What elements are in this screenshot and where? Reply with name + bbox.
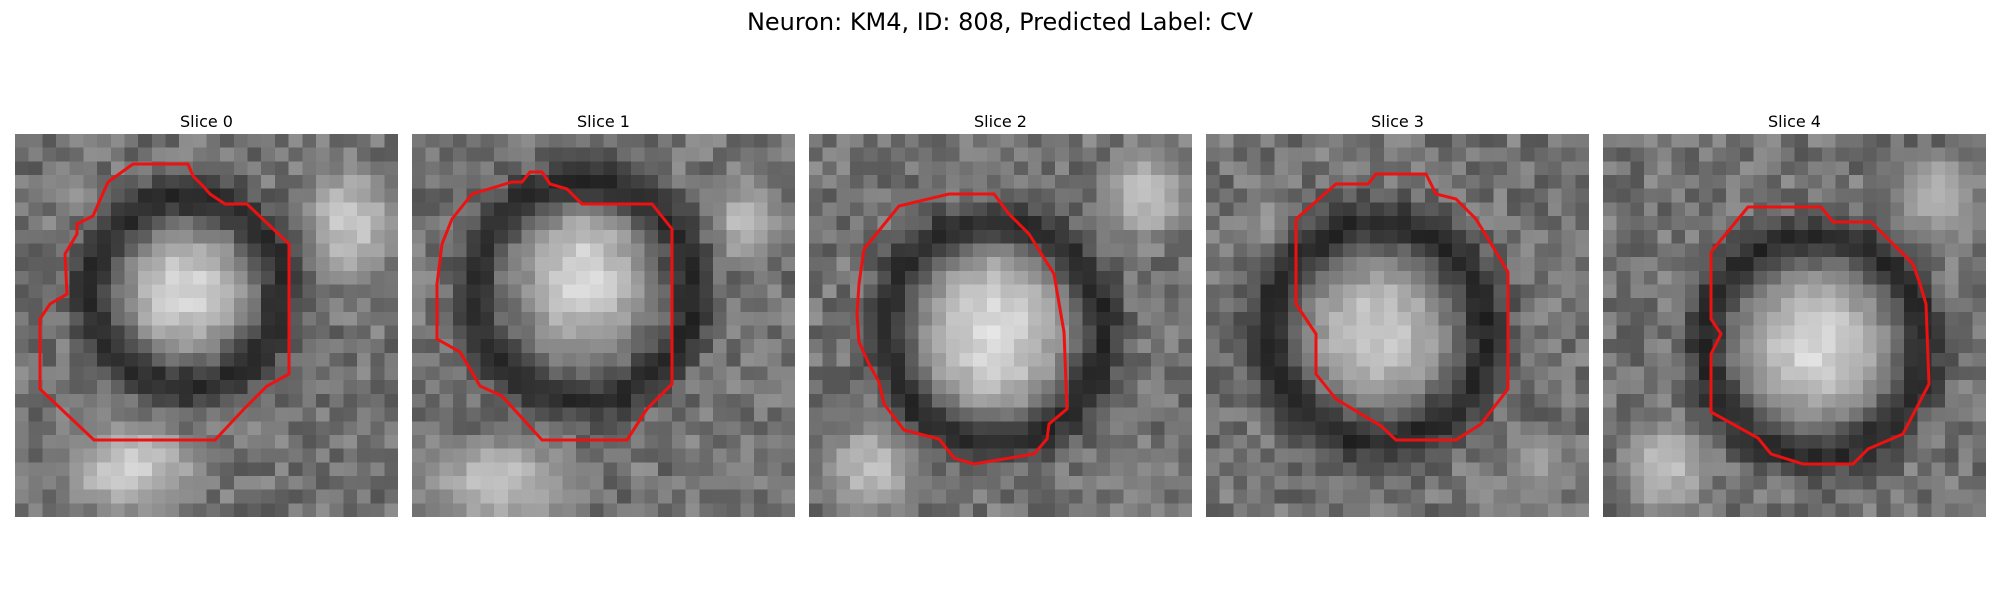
microscopy-image-0 [15,134,398,517]
segmentation-contour-3 [1294,172,1510,442]
slice-panel-0: Slice 0 [15,110,398,517]
segmentation-contour-1 [435,170,674,442]
figure-title: Neuron: KM4, ID: 808, Predicted Label: C… [746,8,1254,36]
slice-panel-2: Slice 2 [809,110,1192,517]
microscopy-image-3 [1206,134,1589,517]
slice-panel-4: Slice 4 [1603,110,1986,517]
microscopy-image-1 [412,134,795,517]
microscopy-image-4 [1603,134,1986,517]
segmentation-contour-0 [38,162,291,442]
slice-title-3: Slice 3 [1371,112,1424,131]
segmentation-contour-4 [1709,205,1931,466]
segmentation-contour-2 [855,192,1069,466]
microscopy-image-2 [809,134,1192,517]
slice-panel-3: Slice 3 [1206,110,1589,517]
slice-title-0: Slice 0 [180,112,233,131]
slice-title-4: Slice 4 [1768,112,1821,131]
slice-panel-1: Slice 1 [412,110,795,517]
slice-title-2: Slice 2 [974,112,1027,131]
slice-title-1: Slice 1 [577,112,630,131]
